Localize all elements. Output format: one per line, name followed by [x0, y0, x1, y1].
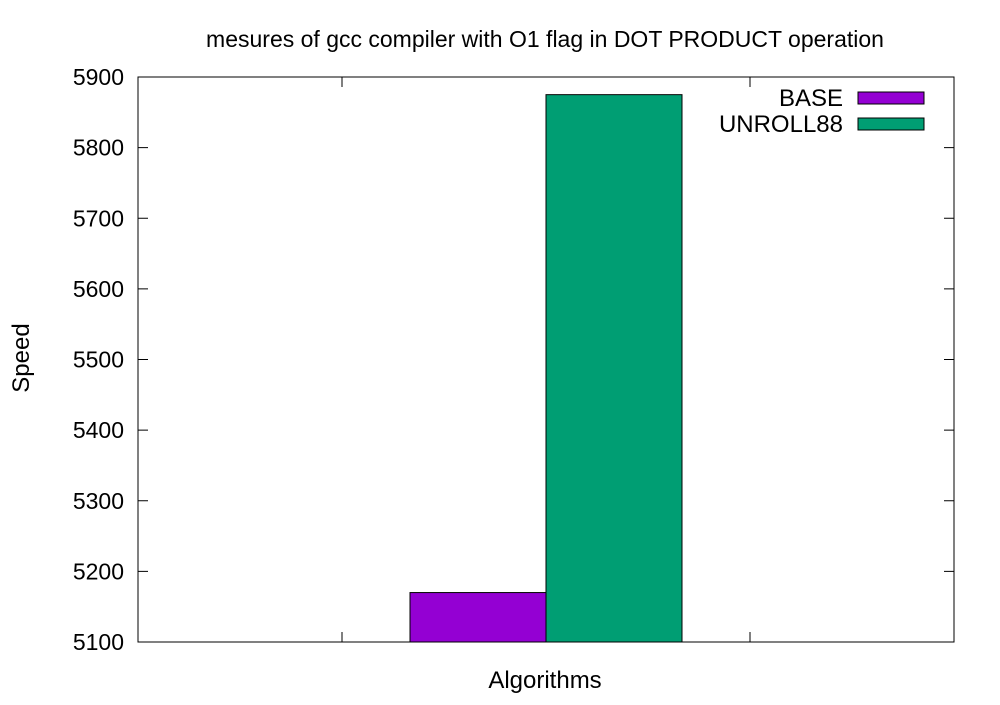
- legend-label-unroll88: UNROLL88: [719, 111, 843, 138]
- y-tick-label: 5600: [73, 276, 124, 302]
- y-tick-label: 5900: [73, 64, 124, 90]
- y-tick-label: 5100: [73, 629, 124, 655]
- y-tick-label: 5700: [73, 205, 124, 231]
- y-tick-label: 5800: [73, 135, 124, 161]
- legend-swatch-unroll88: [857, 117, 925, 131]
- chart-title: mesures of gcc compiler with O1 flag in …: [206, 26, 884, 52]
- legend-label-base: BASE: [779, 85, 843, 112]
- y-tick-label: 5200: [73, 558, 124, 584]
- y-tick-label: 5400: [73, 417, 124, 443]
- legend-swatch-base: [857, 91, 925, 105]
- y-tick-label: 5300: [73, 488, 124, 514]
- plot-border: [137, 76, 955, 643]
- x-axis-label: Algorithms: [488, 667, 601, 694]
- bar-unroll88: [545, 94, 683, 643]
- y-tick-label: 5500: [73, 347, 124, 373]
- y-axis-label: Speed: [8, 323, 35, 392]
- bar-base: [409, 592, 547, 643]
- plot-area: 5100 5200 5300 5400 5500 5600 5700 5800 5900: [73, 64, 955, 655]
